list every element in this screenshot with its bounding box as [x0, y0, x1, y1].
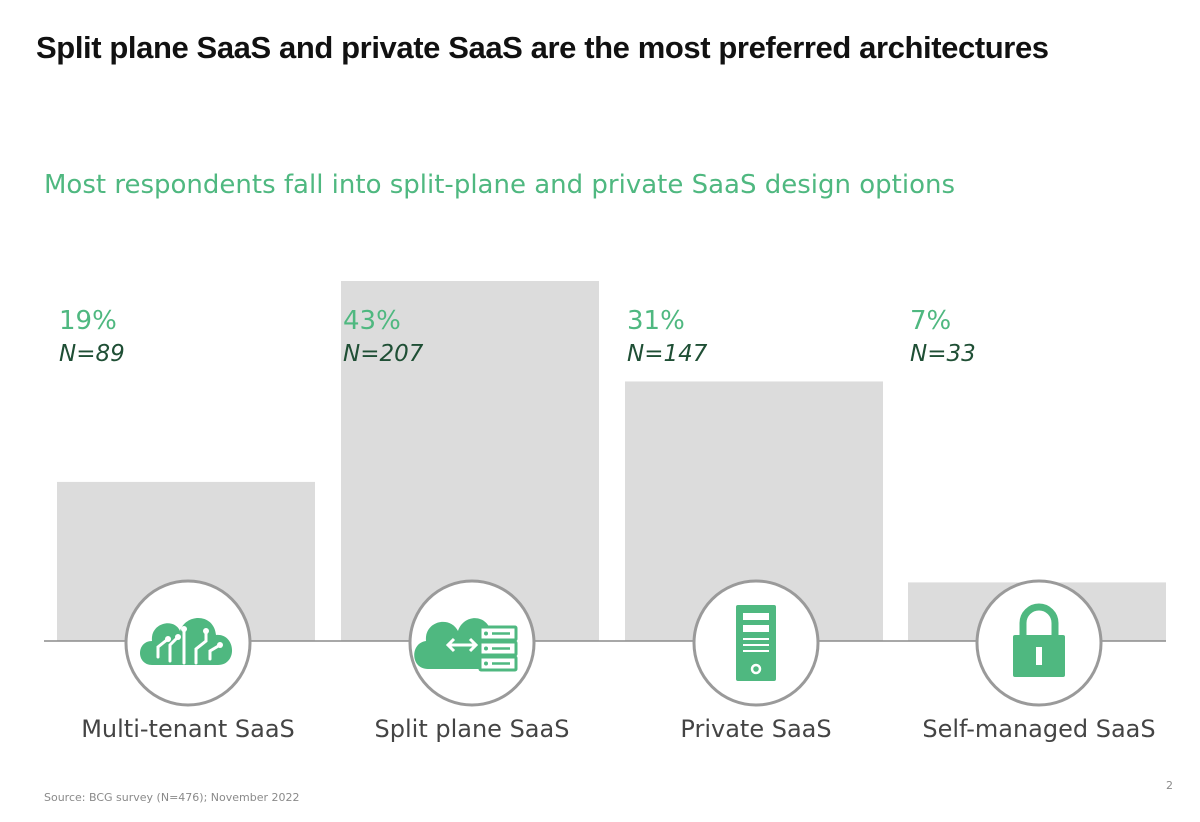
category-label: Self-managed SaaS: [922, 715, 1155, 743]
value-label: 7%: [910, 306, 951, 336]
lock-shackle: [1019, 603, 1059, 637]
tower-body: [736, 605, 776, 681]
circuit-node: [181, 626, 187, 632]
category-label: Split plane SaaS: [375, 715, 570, 743]
count-label: N=147: [627, 341, 708, 367]
page-number: 2: [1166, 779, 1173, 792]
circuit-traces: [156, 627, 222, 665]
keyhole: [1036, 647, 1042, 665]
count-label: N=207: [343, 341, 424, 367]
exchange-arrow: [445, 637, 479, 653]
circuit-node: [165, 636, 171, 642]
source-note: Source: BCG survey (N=476); November 202…: [44, 791, 300, 804]
page-title: Split plane SaaS and private SaaS are th…: [36, 30, 1049, 65]
category-label: Private SaaS: [680, 715, 831, 743]
count-label: N=89: [59, 341, 125, 367]
value-label: 19%: [59, 306, 117, 336]
padlock-icon: [1013, 603, 1065, 677]
server-light: [484, 646, 488, 651]
drive-bay: [743, 625, 769, 632]
power-button: [750, 663, 762, 675]
cloud-circuit-icon: [140, 617, 233, 665]
count-label: N=33: [910, 341, 976, 367]
value-label: 43%: [343, 306, 401, 336]
cloud-server-exchange-icon: [414, 618, 518, 672]
drive-bay: [743, 613, 769, 620]
server-tower-icon: [736, 605, 776, 681]
circuit-node: [203, 628, 209, 634]
server-light: [484, 661, 488, 666]
circuit-node: [217, 642, 223, 648]
value-label: 31%: [627, 306, 685, 336]
circuit-node: [175, 634, 181, 640]
category-label: Multi-tenant SaaS: [81, 715, 295, 743]
chart-subtitle: Most respondents fall into split-plane a…: [44, 170, 956, 200]
server-light: [484, 631, 488, 636]
